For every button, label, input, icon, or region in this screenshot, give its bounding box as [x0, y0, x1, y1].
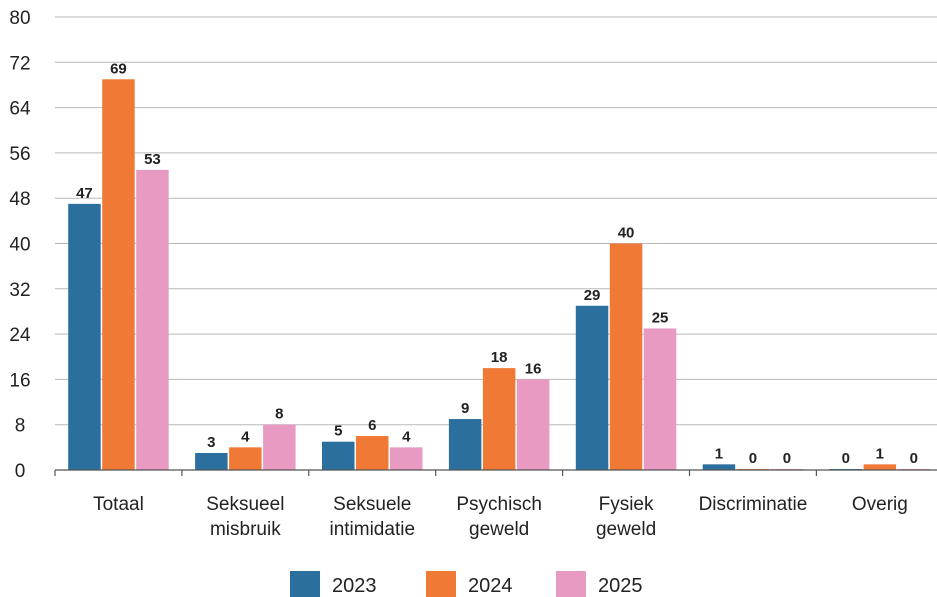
x-category-label-line: Totaal [93, 494, 144, 515]
x-category-label: Overig [852, 494, 908, 515]
data-label: 47 [76, 185, 93, 202]
data-label: 9 [461, 400, 469, 417]
x-category-label-line: misbruik [210, 519, 281, 540]
data-label: 53 [144, 151, 161, 168]
bar [609, 243, 643, 470]
legend-label: 2025 [598, 575, 643, 597]
x-category-label-line: Overig [852, 494, 908, 515]
y-tick-label: 32 [9, 280, 30, 301]
legend-swatch [426, 571, 456, 597]
gridlines [55, 16, 937, 426]
x-category-label-line: Fysiek [599, 494, 654, 515]
data-label: 16 [525, 360, 542, 377]
bar [229, 447, 262, 470]
bar [702, 464, 736, 470]
y-tick-label: 56 [9, 144, 30, 165]
y-tick-label: 48 [9, 189, 30, 210]
data-label: 69 [110, 60, 127, 77]
x-category-label-line: geweld [469, 519, 529, 540]
y-tick-label: 40 [9, 235, 30, 256]
bar [643, 328, 677, 470]
bar [136, 169, 169, 470]
y-axis-ticks: 0 8 16 24 32 40 48 56 64 72 80 [9, 8, 31, 482]
y-tick-label: 80 [9, 8, 30, 29]
bar [195, 453, 228, 470]
bar [68, 203, 101, 471]
data-label: 1 [876, 445, 884, 462]
bar [448, 419, 482, 470]
y-tick-label: 72 [9, 53, 30, 74]
y-tick-label: 8 [15, 416, 26, 437]
x-category-label: Fysiek geweld [596, 494, 656, 540]
x-axis: Totaal Seksueel misbruik Seksuele intimidati… [54, 469, 937, 540]
data-label: 3 [207, 434, 215, 451]
data-label: 6 [368, 417, 376, 434]
bar [863, 464, 897, 470]
x-category-label: Seksuele intimidatie [329, 494, 415, 540]
x-category-label: Discriminatie [699, 494, 808, 515]
data-label: 5 [334, 423, 342, 440]
data-label: 0 [910, 450, 918, 467]
x-category-label-line: Seksuele [333, 494, 411, 515]
x-category-label-line: Seksueel [206, 494, 284, 515]
data-label: 25 [652, 309, 669, 326]
bar [263, 424, 296, 470]
bars [68, 79, 931, 471]
data-label: 8 [275, 406, 283, 423]
data-label: 0 [783, 450, 791, 467]
x-category-label: Psychisch geweld [456, 494, 542, 540]
data-label: 1 [715, 445, 723, 462]
data-label: 0 [749, 450, 757, 467]
x-category-label-line: geweld [596, 519, 656, 540]
y-tick-label: 24 [9, 325, 31, 346]
x-category-label: Totaal [93, 494, 144, 515]
bar [322, 441, 355, 470]
legend-label: 2024 [468, 575, 513, 597]
x-category-label-line: Psychisch [456, 494, 542, 515]
bar [516, 379, 550, 470]
legend-swatch [290, 571, 320, 597]
x-category-label: Seksueel misbruik [206, 494, 284, 540]
data-label: 4 [402, 428, 411, 445]
y-tick-label: 64 [9, 99, 31, 120]
data-label: 4 [241, 428, 250, 445]
bar [482, 368, 516, 470]
legend-swatch [556, 571, 586, 597]
legend: 2023 2024 2025 [290, 571, 643, 597]
bar [575, 305, 609, 470]
data-label: 29 [584, 287, 601, 304]
data-label: 0 [842, 450, 850, 467]
bar [356, 436, 389, 470]
y-tick-label: 0 [15, 461, 26, 482]
data-label: 40 [618, 225, 635, 242]
bar [390, 447, 423, 470]
bar [102, 79, 135, 470]
x-category-label-line: Discriminatie [699, 494, 808, 515]
legend-label: 2023 [332, 575, 377, 597]
y-tick-label: 16 [9, 370, 30, 391]
x-category-label-line: intimidatie [329, 519, 415, 540]
data-label: 18 [491, 349, 508, 366]
